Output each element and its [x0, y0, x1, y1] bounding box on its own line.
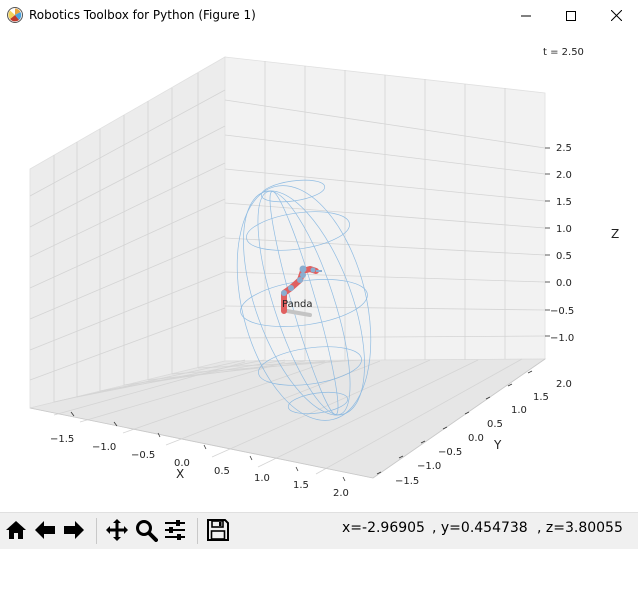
z-tick: −1.0: [550, 333, 574, 344]
pan-icon: [106, 519, 128, 541]
configure-icon: [165, 520, 185, 540]
maximize-button[interactable]: [548, 0, 594, 31]
x-tick: −0.5: [131, 450, 155, 461]
z-tick: 0.5: [556, 251, 572, 262]
cursor-coordinates: x=-2.96905 , y=0.454738 , z=3.80055: [342, 520, 623, 600]
matplotlib-logo-icon: [7, 7, 23, 23]
x-tick: −1.0: [92, 442, 116, 453]
configure-subplots-button[interactable]: [161, 516, 189, 544]
x-tick: 1.5: [293, 480, 309, 491]
3d-axes[interactable]: Panda t = 2.50 −1.5 −1.0 −0.5 0.0 0.5 1.…: [0, 31, 638, 512]
z-tick: −0.5: [550, 306, 574, 317]
x-axis: −1.5 −1.0 −0.5 0.0 0.5 1.0 1.5 2.0 X: [50, 411, 349, 499]
window-title: Robotics Toolbox for Python (Figure 1): [29, 8, 256, 22]
close-icon: [610, 10, 622, 21]
y-axis: −1.5 −1.0 −0.5 0.0 0.5 1.0 1.5 2.0 Y: [376, 370, 572, 487]
minimize-icon: [521, 15, 531, 16]
save-button[interactable]: [204, 516, 232, 544]
home-button[interactable]: [2, 516, 30, 544]
maximize-icon: [566, 10, 576, 21]
x-tick: −1.5: [50, 434, 74, 445]
coord-z: , z=3.80055: [537, 520, 623, 536]
y-tick: −1.0: [417, 461, 441, 472]
robot-joints: [281, 265, 316, 296]
zoom-icon: [136, 520, 158, 542]
back-left-pane: [29, 56, 226, 409]
manipulability-ellipsoid: [236, 179, 372, 421]
toolbar-separator: [197, 518, 198, 544]
y-tick: 1.5: [533, 392, 549, 403]
z-tick: 2.0: [556, 170, 572, 181]
z-tick: 1.0: [556, 224, 572, 235]
coord-x: x=-2.96905: [342, 520, 425, 536]
z-tick: 0.0: [556, 278, 572, 289]
y-tick: 1.0: [511, 405, 527, 416]
robot-shadow: [285, 309, 312, 317]
zoom-button[interactable]: [132, 516, 160, 544]
figure-canvas[interactable]: Panda t = 2.50 −1.5 −1.0 −0.5 0.0 0.5 1.…: [0, 31, 638, 512]
home-icon: [6, 521, 26, 539]
back-button[interactable]: [31, 516, 59, 544]
minimize-button[interactable]: [503, 0, 549, 31]
y-tick: −1.5: [395, 476, 419, 487]
x-axis-label: X: [176, 467, 184, 481]
z-axis-label: Z: [611, 227, 619, 241]
x-tick: 0.0: [174, 458, 190, 469]
title-bar: Robotics Toolbox for Python (Figure 1): [0, 0, 638, 31]
robot-label: Panda: [282, 299, 313, 310]
z-tick: 1.5: [556, 197, 572, 208]
forward-button[interactable]: [60, 516, 88, 544]
save-icon: [207, 519, 229, 541]
y-tick: −0.5: [438, 447, 462, 458]
z-tick: 2.5: [556, 143, 572, 154]
coord-y: , y=0.454738: [432, 520, 528, 536]
pane-edges: [29, 358, 546, 479]
x-tick: 0.5: [214, 466, 230, 477]
y-tick: 2.0: [556, 379, 572, 390]
navigation-toolbar: x=-2.96905 , y=0.454738 , z=3.80055: [0, 512, 638, 549]
toolbar-separator: [96, 518, 97, 544]
panda-robot[interactable]: [281, 265, 322, 314]
y-tick: 0.0: [468, 433, 484, 444]
y-axis-label: Y: [493, 438, 502, 452]
x-tick: 2.0: [333, 488, 349, 499]
x-tick: 1.0: [254, 473, 270, 484]
z-axis: 2.5 2.0 1.5 1.0 0.5 0.0 −0.5 −1.0 Z: [545, 143, 619, 344]
pan-button[interactable]: [103, 516, 131, 544]
y-tick: 0.5: [487, 419, 503, 430]
back-icon: [35, 521, 55, 539]
close-button[interactable]: [593, 0, 638, 31]
time-label: t = 2.50: [543, 47, 584, 58]
forward-icon: [64, 521, 84, 539]
